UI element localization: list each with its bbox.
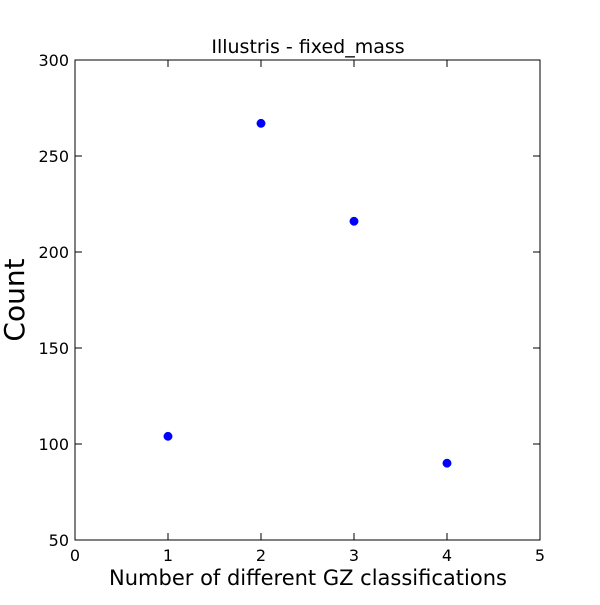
data-point	[256, 118, 266, 128]
x-tick-label: 1	[163, 546, 173, 565]
x-tick-label: 4	[442, 546, 452, 565]
y-tick-label: 300	[38, 51, 69, 70]
data-point	[349, 216, 359, 226]
y-axis-label: Count	[0, 258, 31, 341]
y-tick-label: 150	[38, 339, 69, 358]
x-tick-label: 2	[256, 546, 266, 565]
chart-title: Illustris - fixed_mass	[211, 36, 404, 58]
y-tick-label: 250	[38, 147, 69, 166]
y-tick-label: 100	[38, 435, 69, 454]
y-tick-label: 200	[38, 243, 69, 262]
plot-area: 0 1 2 3 4 5 50 100 150 200 250 300	[38, 51, 545, 565]
data-point	[442, 458, 452, 468]
plot-frame	[74, 59, 541, 541]
x-tick-label: 0	[70, 546, 80, 565]
x-tick-label: 5	[535, 546, 545, 565]
x-tick-label: 3	[349, 546, 359, 565]
y-tick-label: 50	[49, 531, 69, 550]
x-axis-label: Number of different GZ classifications	[109, 566, 507, 590]
data-point	[163, 431, 173, 441]
